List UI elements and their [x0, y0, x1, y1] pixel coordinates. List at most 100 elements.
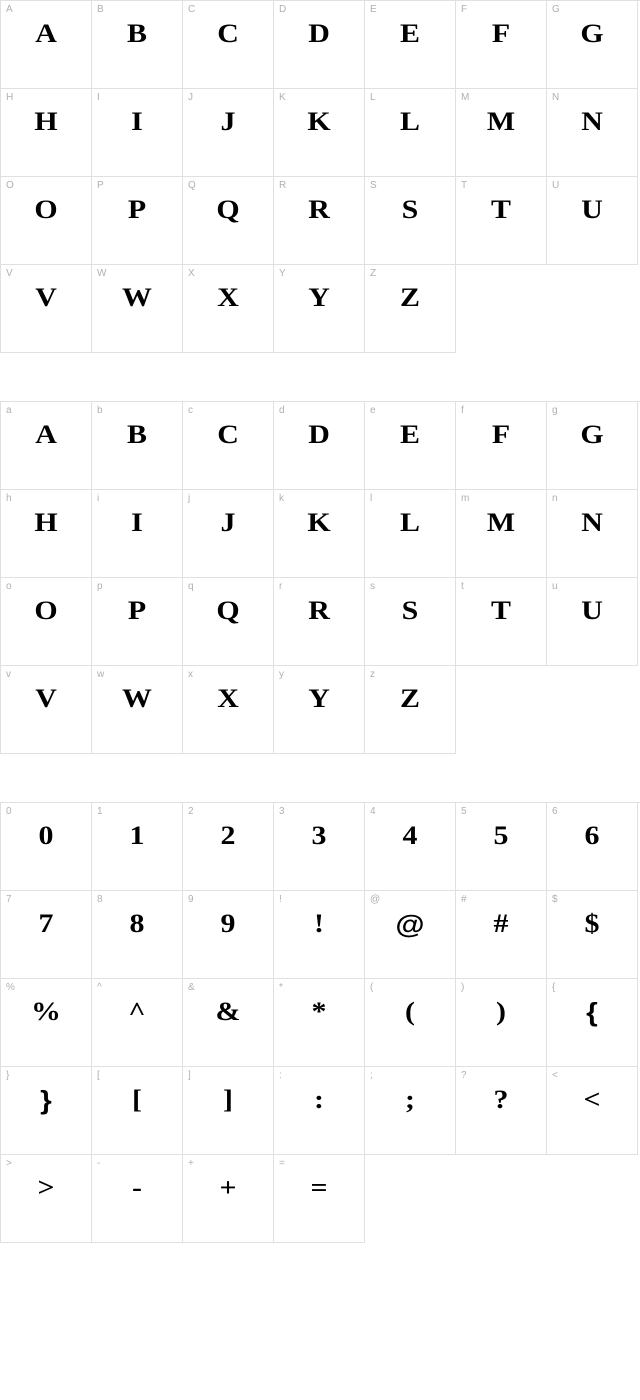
glyph-cell: vV [1, 666, 92, 754]
glyph-cell: YY [274, 265, 365, 353]
cell-key-label: ] [188, 1070, 191, 1081]
glyph-cell: 11 [92, 803, 183, 891]
cell-glyph: W [85, 283, 189, 313]
glyph-cell: ** [274, 979, 365, 1067]
cell-key-label: # [461, 894, 467, 905]
cell-glyph: 8 [85, 909, 189, 939]
cell-key-label: l [370, 493, 372, 504]
glyph-cell: bB [92, 402, 183, 490]
cell-glyph: G [540, 420, 640, 450]
cell-glyph: B [85, 19, 189, 49]
glyph-cell: 22 [183, 803, 274, 891]
cell-glyph: : [267, 1085, 371, 1115]
cell-glyph: L [358, 508, 462, 538]
cell-key-label: m [461, 493, 469, 504]
cell-key-label: Z [370, 268, 376, 279]
cell-glyph: L [358, 107, 462, 137]
cell-key-label: : [279, 1070, 282, 1081]
cell-key-label: + [188, 1158, 194, 1169]
glyph-cell: ++ [183, 1155, 274, 1243]
cell-glyph: D [267, 19, 371, 49]
cell-key-label: g [552, 405, 558, 416]
cell-key-label: u [552, 581, 558, 592]
glyph-cell: HH [1, 89, 92, 177]
cell-glyph: Z [358, 283, 462, 313]
glyph-cell: NN [547, 89, 638, 177]
cell-key-label: 8 [97, 894, 103, 905]
cell-key-label: * [279, 982, 283, 993]
glyph-cell: qQ [183, 578, 274, 666]
glyph-cell: kK [274, 490, 365, 578]
cell-key-label: W [97, 268, 106, 279]
glyph-cell: == [274, 1155, 365, 1243]
cell-glyph: E [358, 19, 462, 49]
glyph-cell-empty [547, 1155, 638, 1243]
cell-key-label: > [6, 1158, 12, 1169]
cell-key-label: ? [461, 1070, 467, 1081]
cell-key-label: h [6, 493, 12, 504]
glyph-cell: FF [456, 1, 547, 89]
cell-glyph: P [85, 596, 189, 626]
cell-glyph: [ [85, 1085, 189, 1115]
cell-glyph: Y [267, 684, 371, 714]
cell-key-label: $ [552, 894, 558, 905]
glyph-cell: CC [183, 1, 274, 89]
cell-key-label: X [188, 268, 195, 279]
glyph-cell: )) [456, 979, 547, 1067]
glyph-cell: 00 [1, 803, 92, 891]
cell-glyph: 0 [0, 821, 98, 851]
cell-glyph: 4 [358, 821, 462, 851]
cell-key-label: ; [370, 1070, 373, 1081]
cell-key-label: 6 [552, 806, 558, 817]
cell-glyph: J [176, 107, 280, 137]
cell-key-label: ^ [97, 982, 102, 993]
glyph-cell: 99 [183, 891, 274, 979]
cell-key-label: H [6, 92, 13, 103]
cell-glyph: ] [176, 1085, 280, 1115]
glyph-cell: ;; [365, 1067, 456, 1155]
cell-glyph: & [176, 997, 280, 1027]
glyph-cell: VV [1, 265, 92, 353]
cell-glyph: K [267, 508, 371, 538]
glyph-cell: OO [1, 177, 92, 265]
glyph-cell: 66 [547, 803, 638, 891]
cell-key-label: 2 [188, 806, 194, 817]
glyph-cell: 55 [456, 803, 547, 891]
cell-key-label: = [279, 1158, 285, 1169]
cell-glyph: { [540, 997, 640, 1028]
cell-key-label: x [188, 669, 193, 680]
cell-key-label: 9 [188, 894, 194, 905]
cell-key-label: K [279, 92, 286, 103]
cell-glyph: 1 [85, 821, 189, 851]
cell-glyph: $ [540, 909, 640, 939]
cell-glyph: @ [358, 909, 462, 940]
glyph-cell: {{ [547, 979, 638, 1067]
cell-key-label: 7 [6, 894, 12, 905]
cell-key-label: J [188, 92, 193, 103]
glyph-cell: eE [365, 402, 456, 490]
cell-key-label: Y [279, 268, 286, 279]
glyph-cell: SS [365, 177, 456, 265]
cell-glyph: H [0, 107, 98, 137]
cell-key-label: d [279, 405, 285, 416]
cell-glyph: U [540, 195, 640, 225]
cell-glyph: + [176, 1173, 280, 1203]
glyph-cell: ZZ [365, 265, 456, 353]
cell-glyph: K [267, 107, 371, 137]
glyph-cell-empty [547, 265, 638, 353]
cell-glyph: F [449, 19, 553, 49]
cell-glyph: V [0, 283, 98, 313]
glyph-cell: MM [456, 89, 547, 177]
cell-glyph: Q [176, 195, 280, 225]
glyph-cell: jJ [183, 490, 274, 578]
cell-glyph: * [267, 997, 371, 1027]
cell-glyph: O [0, 596, 98, 626]
glyph-cell: DD [274, 1, 365, 89]
cell-key-label: E [370, 4, 377, 15]
cell-key-label: @ [370, 894, 380, 905]
cell-glyph: } [0, 1085, 98, 1116]
section-uppercase: AABBCCDDEEFFGGHHIIJJKKLLMMNNOOPPQQRRSSTT… [0, 0, 640, 353]
cell-key-label: B [97, 4, 104, 15]
cell-glyph: T [449, 596, 553, 626]
cell-key-label: ( [370, 982, 373, 993]
